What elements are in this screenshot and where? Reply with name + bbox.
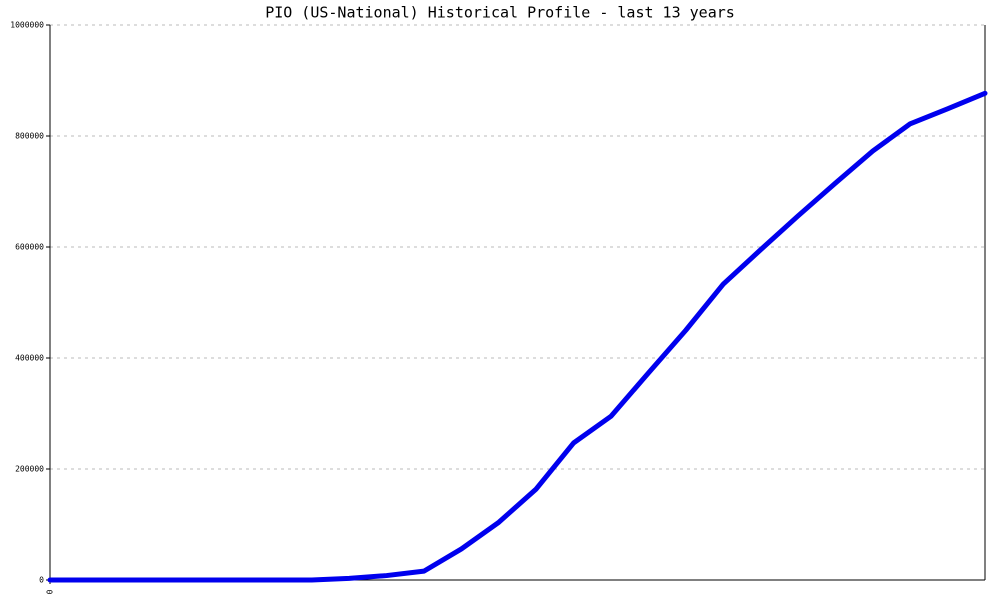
x-tick-label: 0 <box>46 589 55 594</box>
y-tick-label: 0 <box>39 576 44 585</box>
y-tick-label: 1000000 <box>10 21 44 30</box>
grid-layer <box>50 24 985 470</box>
y-tick-label: 800000 <box>15 132 44 141</box>
y-tick-label: 600000 <box>15 243 44 252</box>
y-tick-label: 200000 <box>15 465 44 474</box>
y-tick-label: 400000 <box>15 354 44 363</box>
chart-title: PIO (US-National) Historical Profile - l… <box>265 4 735 22</box>
data-line <box>47 90 988 583</box>
